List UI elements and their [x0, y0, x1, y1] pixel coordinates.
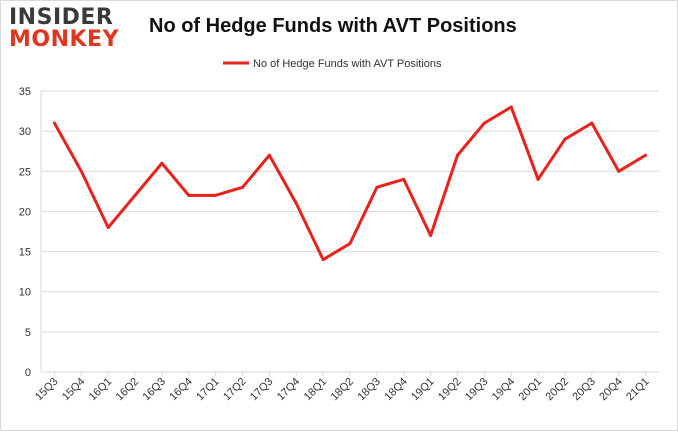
x-tick-label: 18Q4 [382, 376, 410, 404]
y-tick-label: 20 [19, 206, 31, 218]
x-tick-label: 16Q1 [87, 376, 115, 404]
logo-line-2: MONKEY [9, 27, 120, 52]
data-point [348, 242, 352, 246]
data-point [187, 193, 191, 197]
x-tick-label: 16Q3 [141, 376, 169, 404]
x-tick-label: 17Q3 [248, 376, 276, 404]
data-point [160, 161, 164, 165]
x-tick-label: 17Q2 [221, 376, 249, 404]
x-tick-label: 18Q3 [355, 376, 383, 404]
x-tick-label: 16Q4 [167, 376, 195, 404]
x-tick-label: 17Q4 [275, 376, 303, 404]
data-point [617, 169, 621, 173]
x-tick-label: 15Q3 [33, 376, 61, 404]
y-tick-label: 10 [19, 287, 31, 299]
logo-line-1: INSIDER [9, 5, 114, 30]
series-group [52, 105, 648, 262]
legend-label: No of Hedge Funds with AVT Positions [253, 58, 442, 70]
x-tick-label: 18Q1 [302, 376, 330, 404]
data-point [563, 137, 567, 141]
data-point [52, 121, 56, 125]
grid-lines [40, 90, 659, 373]
x-tick-label: 20Q3 [570, 376, 598, 404]
y-tick-label: 5 [25, 327, 31, 339]
insider-monkey-logo: INSIDER MONKEY [9, 7, 129, 51]
x-tick-label: 18Q2 [329, 376, 357, 404]
x-tick-label: 20Q2 [544, 376, 572, 404]
y-tick-label: 35 [19, 86, 31, 98]
x-tick-label: 21Q1 [624, 376, 652, 404]
data-point [429, 234, 433, 238]
x-tick-label: 19Q1 [409, 376, 437, 404]
data-point [536, 177, 540, 181]
data-point [133, 193, 137, 197]
x-tick-label: 17Q1 [194, 376, 222, 404]
x-tick-label: 20Q4 [597, 376, 625, 404]
x-tick-label: 19Q4 [490, 376, 518, 404]
data-point [241, 185, 245, 189]
x-tick-labels: 15Q3 15Q4 16Q1 16Q2 16Q3 16Q4 17Q1 17Q2 17Q3 17Q4… [33, 372, 652, 403]
y-tick-label: 15 [19, 247, 31, 259]
y-tick-label: 25 [19, 166, 31, 178]
data-point [455, 153, 459, 157]
y-tick-label: 0 [25, 367, 31, 379]
x-tick-label: 16Q2 [114, 376, 142, 404]
x-tick-label: 20Q1 [517, 376, 545, 404]
data-point [402, 177, 406, 181]
data-point [590, 121, 594, 125]
y-tick-label: 30 [19, 126, 31, 138]
data-point [294, 201, 298, 205]
data-point [79, 169, 83, 173]
y-tick-labels: 0 5 10 15 20 25 30 35 [19, 86, 31, 379]
chart-title: No of Hedge Funds with AVT Positions [149, 15, 517, 37]
data-point [267, 153, 271, 157]
data-point [375, 185, 379, 189]
series-line [52, 105, 648, 262]
data-point [321, 258, 325, 262]
legend: No of Hedge Funds with AVT Positions [223, 58, 442, 70]
x-tick-label: 19Q2 [436, 376, 464, 404]
x-tick-label: 15Q4 [60, 376, 88, 404]
data-point [509, 105, 513, 109]
data-point [106, 225, 110, 229]
data-point [482, 121, 486, 125]
data-point [644, 153, 648, 157]
x-tick-label: 19Q3 [463, 376, 491, 404]
data-point [214, 193, 218, 197]
